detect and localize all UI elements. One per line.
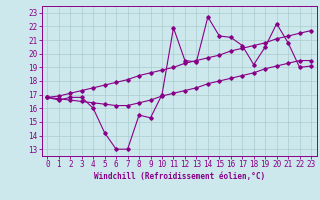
X-axis label: Windchill (Refroidissement éolien,°C): Windchill (Refroidissement éolien,°C) (94, 172, 265, 181)
